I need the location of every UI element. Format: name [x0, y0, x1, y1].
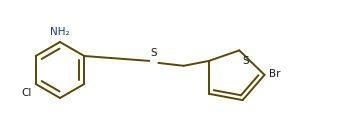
Text: NH₂: NH₂	[50, 27, 70, 37]
Text: S: S	[242, 56, 249, 66]
Text: S: S	[150, 48, 157, 58]
Text: Cl: Cl	[21, 88, 32, 98]
Text: Br: Br	[269, 69, 280, 79]
